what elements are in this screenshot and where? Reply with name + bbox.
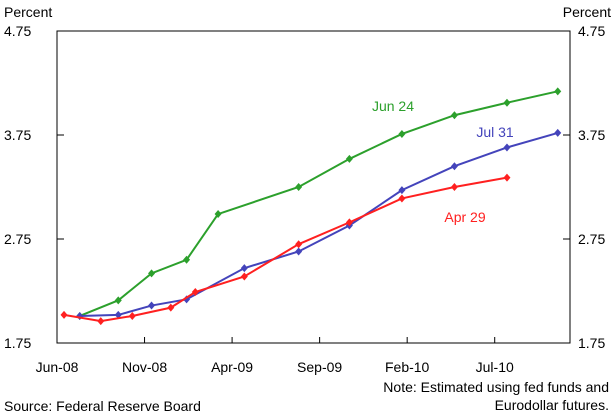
y-tick-label: 2.75: [4, 231, 31, 247]
point: [450, 183, 458, 191]
line: [79, 131, 559, 317]
point: [114, 310, 122, 319]
point: [450, 111, 458, 120]
note: Note: Estimated using fed funds and: [383, 379, 609, 395]
point: [148, 269, 156, 278]
y-tick-label: 4.75: [4, 23, 31, 39]
x-tick-label: Feb-10: [385, 359, 430, 375]
point: [503, 143, 511, 152]
point: [214, 210, 222, 219]
line: [63, 176, 508, 323]
point: [295, 247, 303, 256]
point: [183, 255, 191, 264]
point: [398, 129, 406, 138]
point: [240, 264, 248, 273]
point: [60, 310, 68, 319]
point: [148, 301, 156, 310]
x-tick-label: Jun-08: [36, 359, 79, 375]
source: Source: Federal Reserve Board: [4, 398, 201, 414]
series-label: Apr 29: [444, 209, 485, 225]
point: [554, 128, 562, 137]
point: [503, 173, 511, 182]
point: [345, 154, 353, 163]
point: [295, 240, 303, 249]
series-label: Jun 24: [372, 98, 414, 114]
y-tick-label-right: 1.75: [578, 335, 605, 351]
y-tick-label: 3.75: [4, 127, 31, 143]
point: [345, 218, 353, 227]
y-tick-label: 1.75: [4, 335, 31, 351]
y-tick-label-right: 3.75: [578, 127, 605, 143]
point: [97, 317, 105, 326]
point: [398, 194, 406, 203]
point: [503, 98, 511, 107]
point: [450, 162, 458, 171]
point: [398, 186, 406, 195]
y-tick-label-right: 4.75: [578, 23, 605, 39]
plot-frame: [56, 30, 571, 344]
x-tick-label: Sep-09: [297, 359, 342, 375]
series-label: Jul 31: [476, 124, 514, 140]
y-tick-label-right: 2.75: [578, 231, 605, 247]
point: [191, 288, 199, 297]
point: [128, 311, 136, 320]
point: [554, 87, 562, 96]
point: [240, 272, 248, 281]
y-axis-label-left: Percent: [4, 4, 52, 20]
x-tick-label: Nov-08: [122, 359, 167, 375]
x-tick-label: Apr-09: [211, 359, 253, 375]
point: [114, 296, 122, 305]
point: [167, 303, 175, 312]
x-tick-label: Jul-10: [476, 359, 514, 375]
point: [295, 183, 303, 191]
note: Eurodollar futures.: [495, 397, 609, 413]
y-axis-label-right: Percent: [563, 4, 611, 20]
